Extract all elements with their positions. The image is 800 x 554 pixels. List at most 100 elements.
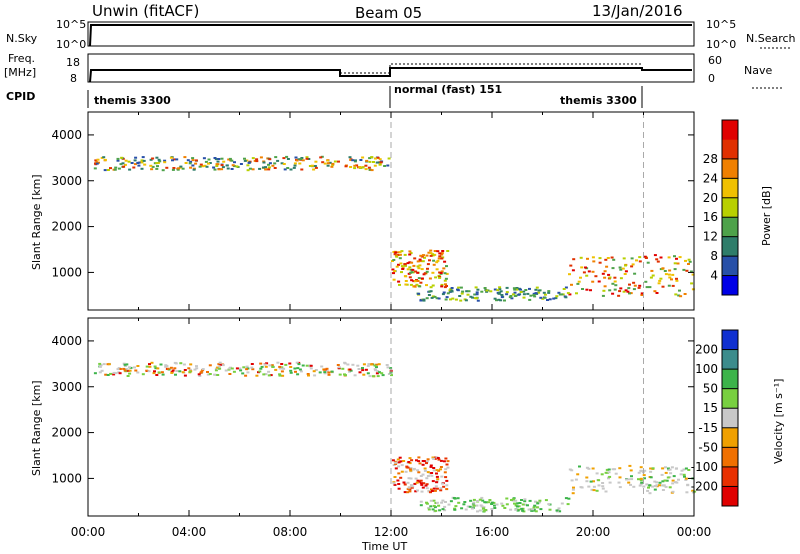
range-cell — [411, 485, 415, 488]
range-cell — [578, 465, 581, 468]
range-cell — [121, 162, 125, 165]
range-cell — [498, 286, 502, 289]
range-cell — [194, 162, 198, 165]
range-cell — [365, 159, 369, 162]
range-cell — [419, 504, 423, 507]
range-cell — [444, 283, 447, 286]
range-cell — [231, 164, 235, 167]
range-cell — [221, 364, 225, 367]
range-cell — [408, 462, 412, 465]
range-cell — [547, 290, 551, 293]
range-cell — [300, 157, 304, 159]
range-cell — [673, 255, 676, 258]
colorbar-swatch — [722, 427, 738, 448]
range-cell — [116, 159, 120, 162]
range-cell — [501, 504, 505, 507]
range-cell — [386, 164, 390, 167]
range-cell — [93, 372, 97, 375]
range-cell — [280, 363, 284, 365]
range-cell — [638, 284, 642, 287]
range-cell — [446, 466, 450, 469]
range-cell — [218, 361, 222, 364]
range-cell — [552, 297, 556, 300]
range-cell — [106, 374, 110, 376]
range-cell — [661, 489, 665, 491]
range-cell — [481, 499, 485, 502]
range-cell — [512, 287, 516, 290]
range-cell — [273, 162, 277, 165]
colorbar-swatch — [722, 139, 738, 160]
range-cell — [645, 286, 649, 289]
range-cell — [585, 476, 589, 479]
range-cell — [607, 471, 611, 474]
range-cell — [179, 362, 183, 365]
range-cell — [680, 469, 684, 472]
range-cell — [630, 257, 634, 260]
range-cell — [443, 260, 447, 263]
range-cell — [592, 480, 595, 483]
range-cell — [581, 288, 584, 290]
range-cell — [466, 505, 470, 508]
colorbar-tick-label: 15 — [703, 401, 718, 415]
range-cell — [687, 469, 691, 471]
range-cell — [310, 164, 314, 167]
range-cell — [157, 371, 161, 374]
range-cell — [445, 272, 449, 275]
range-cell — [568, 293, 572, 296]
range-cell — [658, 279, 662, 282]
range-cell — [438, 275, 442, 278]
colorbar-frame — [721, 329, 739, 507]
range-cell — [423, 467, 427, 470]
nsky-trace — [89, 24, 692, 47]
range-cell — [393, 270, 397, 273]
range-cell — [406, 491, 410, 494]
range-cell — [215, 165, 219, 167]
range-cell — [403, 253, 407, 256]
range-cell — [264, 373, 268, 376]
range-cell — [297, 363, 301, 366]
range-cell — [362, 373, 366, 376]
range-cell — [429, 252, 433, 255]
range-cell — [250, 363, 254, 365]
range-cell — [467, 290, 471, 293]
range-cell — [387, 373, 391, 375]
range-cell — [601, 294, 605, 297]
noise-left-tick-top: 10^5 — [56, 18, 86, 31]
range-cell — [435, 501, 439, 504]
range-cell — [189, 363, 193, 366]
time-tick-label: 12:00 — [374, 525, 409, 539]
range-cell — [140, 167, 144, 170]
range-cell — [404, 280, 408, 282]
range-cell — [564, 286, 568, 289]
range-cell — [409, 467, 413, 470]
range-cell — [532, 509, 536, 512]
range-cell — [670, 278, 673, 281]
range-cell — [98, 362, 102, 365]
range-cell — [220, 164, 224, 167]
range-cell — [368, 160, 372, 163]
range-cell — [348, 370, 351, 373]
range-cell — [630, 475, 633, 478]
range-cell — [429, 499, 433, 502]
range-cell — [127, 160, 131, 163]
range-cell — [114, 372, 118, 375]
range-cell — [584, 266, 587, 269]
range-cell — [566, 503, 570, 506]
range-cell — [444, 298, 448, 301]
range-cell — [438, 255, 442, 258]
range-cell — [119, 163, 123, 166]
range-cell — [580, 486, 584, 489]
range-cell — [500, 294, 504, 296]
range-cell — [684, 478, 688, 481]
range-cell — [649, 476, 653, 479]
range-cell — [434, 509, 438, 512]
range-cell — [516, 505, 519, 508]
range-cell — [157, 158, 161, 161]
range-cell — [432, 467, 436, 469]
range-cell — [348, 368, 352, 371]
range-cell — [523, 498, 527, 501]
colorbar-swatch — [722, 158, 738, 179]
range-cell — [587, 485, 591, 488]
range-cell — [534, 500, 537, 503]
colorbar-swatch — [722, 120, 738, 140]
